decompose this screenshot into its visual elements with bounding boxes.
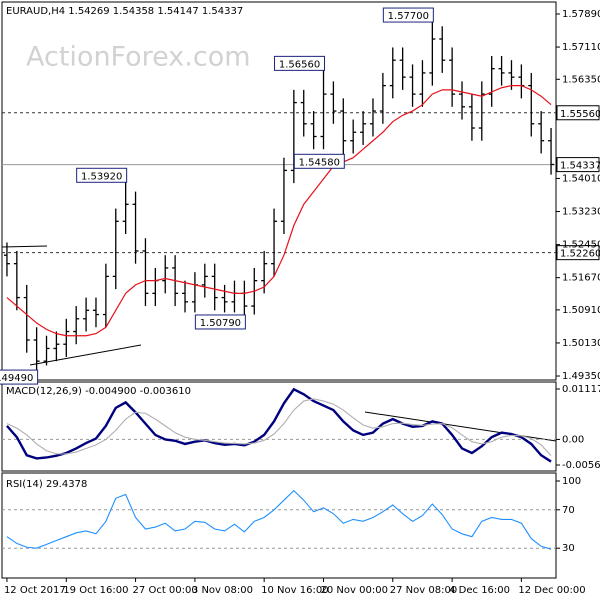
- x-tick-label: 12 Dec 00:00: [518, 585, 585, 596]
- annotation-box: [293, 153, 345, 169]
- trend-line: [29, 344, 142, 366]
- y-tick-label: 1.53230: [562, 207, 600, 218]
- x-tick-label: 3 Nov 08:00: [192, 585, 253, 596]
- indicator-line: [6, 489, 552, 550]
- macd-title: MACD(12,26,9) -0.004900 -0.003610: [6, 386, 191, 397]
- x-tick-label: 4 Dec 16:00: [449, 585, 510, 596]
- annotation-box: [382, 7, 434, 23]
- y-tick-label: 1.51670: [562, 273, 600, 284]
- annotation-label: 1.49490: [0, 373, 33, 384]
- level-box: [556, 157, 600, 173]
- y-tick-label: 1.54010: [562, 173, 600, 184]
- annotation-label: 1.54580: [299, 157, 340, 168]
- annotation-label: 1.57700: [388, 11, 429, 22]
- indicator-line: [6, 387, 552, 463]
- x-tick-label: 10 Nov 16:00: [261, 585, 328, 596]
- x-tick-label: 27 Nov 08:00: [390, 585, 457, 596]
- y-tick-label: 1.49350: [562, 371, 600, 382]
- annotation-box: [0, 369, 39, 385]
- y-tick-label: 0.011171: [562, 384, 600, 395]
- y-tick-label: 1.56350: [562, 74, 600, 85]
- y-tick-label: 0.00: [562, 434, 584, 445]
- y-tick-label: 70: [562, 505, 575, 516]
- level-box: [556, 245, 600, 261]
- y-tick-label: -0.005666: [562, 460, 600, 471]
- indicator-line: [6, 398, 552, 457]
- y-tick-label: 1.50130: [562, 338, 600, 349]
- moving-average: [6, 85, 552, 337]
- y-tick-label: 100: [562, 476, 581, 487]
- trend-line: [1, 245, 48, 248]
- y-tick-label: 1.50910: [562, 305, 600, 316]
- annotation-label: 1.53920: [81, 171, 122, 182]
- annotation-label: 1.50790: [200, 318, 241, 329]
- level-label: 1.54337: [560, 161, 600, 172]
- annotation-label: 1.56560: [279, 59, 320, 70]
- annotation-box: [274, 55, 326, 71]
- y-tick-label: 1.52450: [562, 240, 600, 251]
- level-label: 1.52260: [560, 249, 600, 260]
- annotation-box: [76, 167, 128, 183]
- y-tick-label: 1.57890: [562, 9, 600, 20]
- x-tick-label: 19 Oct 16:00: [63, 585, 128, 596]
- watermark: ActionForex.com: [26, 42, 251, 73]
- rsi-title: RSI(14) 29.4378: [6, 479, 87, 490]
- x-tick-label: 20 Nov 00:00: [321, 585, 388, 596]
- macd-frame: [1, 381, 557, 472]
- level-box: [556, 105, 600, 121]
- x-tick-label: 27 Oct 00:00: [133, 585, 198, 596]
- price-frame: [1, 1, 557, 381]
- x-tick-label: 12 Oct 2017: [4, 585, 66, 596]
- rsi-frame: [1, 472, 557, 579]
- price-title: EURAUD,H4 1.54269 1.54358 1.54147 1.5433…: [6, 6, 243, 17]
- y-tick-label: 1.57110: [562, 42, 600, 53]
- y-tick-label: 30: [562, 543, 575, 554]
- annotation-box: [194, 314, 246, 330]
- level-label: 1.55560: [560, 109, 600, 120]
